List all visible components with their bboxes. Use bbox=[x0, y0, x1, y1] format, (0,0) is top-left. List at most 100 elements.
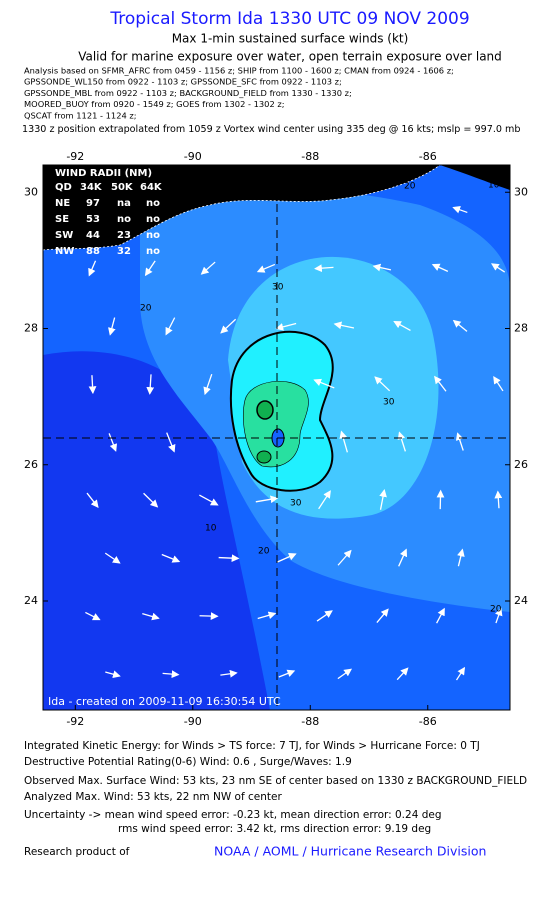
wind-arrow bbox=[512, 207, 524, 213]
wind-arrow bbox=[256, 263, 276, 273]
wind-arrow bbox=[144, 260, 156, 277]
y-tick-label: 24 bbox=[514, 594, 528, 607]
analysis-line: QSCAT from 1121 - 1124 z; bbox=[24, 110, 137, 120]
radii-cell: na bbox=[117, 198, 131, 209]
y-tick-label: 30 bbox=[24, 185, 38, 198]
footer-line: Analyzed Max. Wind: 53 kts, 22 nm NW of … bbox=[24, 791, 282, 803]
x-tick-label: -88 bbox=[301, 715, 319, 728]
radii-cell: no bbox=[146, 198, 160, 209]
wind-arrow bbox=[397, 431, 407, 452]
wind-radii: WIND RADII (NM) QD 34K 50K 64K NE 97 na no SE 53 no… bbox=[55, 168, 163, 257]
footer-line: rms wind speed error: 3.42 kt, rms direc… bbox=[118, 823, 431, 835]
wind-arrow bbox=[393, 320, 411, 331]
footer-line: Destructive Potential Rating(0-6) Wind: … bbox=[24, 756, 352, 768]
wind-arrow bbox=[316, 610, 333, 622]
radii-cell: NE bbox=[55, 198, 70, 209]
analysis-line: GPSSONDE_MBL from 0922 - 1103 z; BACKGRO… bbox=[24, 88, 352, 98]
radii-header: 50K bbox=[111, 182, 134, 193]
wind-arrow bbox=[517, 550, 519, 565]
wind-arrow bbox=[337, 549, 352, 566]
radii-header: 64K bbox=[140, 182, 163, 193]
contour-label: 20 bbox=[140, 304, 152, 314]
analysis-line: Analysis based on SFMR_AFRC from 0459 - … bbox=[24, 66, 454, 76]
radii-header: QD bbox=[55, 182, 72, 193]
wind-arrow bbox=[372, 263, 392, 272]
radii-cell: 23 bbox=[117, 230, 131, 241]
credit: Ida - created on 2009-11-09 16:30:54 UTC bbox=[48, 695, 281, 708]
wind-arrow bbox=[337, 668, 353, 680]
wind-arrow bbox=[199, 612, 219, 620]
contour-label: 10 bbox=[488, 181, 500, 191]
wind-arrow bbox=[162, 670, 180, 678]
wind-arrow bbox=[455, 666, 466, 681]
wind-arrow bbox=[277, 553, 297, 563]
wind-arrow bbox=[161, 553, 181, 563]
wind-arrow bbox=[88, 260, 97, 277]
y-tick-label: 26 bbox=[24, 458, 38, 471]
wind-arrow bbox=[431, 263, 449, 272]
wind-arrow bbox=[85, 611, 101, 621]
y-tick-label: 24 bbox=[24, 594, 38, 607]
radii-cell: 97 bbox=[86, 198, 100, 209]
wind-arrow bbox=[379, 489, 387, 510]
x-tick-label: -86 bbox=[419, 150, 437, 163]
radii-cell: no bbox=[146, 214, 160, 225]
wind-arrow bbox=[455, 432, 464, 451]
wind-arrow bbox=[313, 378, 335, 389]
research-label: Research product of bbox=[24, 846, 130, 858]
radii-cell: 44 bbox=[86, 230, 100, 241]
organization: NOAA / AOML / Hurricane Research Divisio… bbox=[214, 844, 486, 859]
wind-arrow bbox=[374, 376, 391, 392]
wind-arrow bbox=[339, 430, 348, 453]
land bbox=[43, 165, 441, 251]
field-max bbox=[256, 400, 274, 420]
radii-cell: SE bbox=[55, 214, 69, 225]
wind-arrow bbox=[218, 554, 240, 563]
wind-arrows bbox=[85, 206, 524, 681]
contour-label: 30 bbox=[383, 398, 395, 408]
wind-arrow bbox=[516, 434, 521, 449]
position-line: 1330 z position extrapolated from 1059 z… bbox=[22, 124, 520, 135]
wind-arrow bbox=[200, 261, 216, 275]
wind-arrow bbox=[318, 490, 331, 510]
wind-arrow bbox=[220, 318, 237, 334]
wind-arrow bbox=[108, 317, 116, 336]
x-tick-label: -92 bbox=[66, 715, 84, 728]
analysis-lines: Analysis based on SFMR_AFRC from 0459 - … bbox=[24, 66, 454, 121]
field-max bbox=[256, 450, 272, 464]
y-tick-label: 30 bbox=[514, 185, 528, 198]
wind-arrow bbox=[108, 433, 118, 452]
wind-arrow bbox=[314, 264, 334, 273]
wind-arrow bbox=[275, 322, 297, 331]
wind-arrow bbox=[495, 607, 503, 624]
wind-arrow bbox=[452, 206, 468, 214]
y-tick-label: 26 bbox=[514, 458, 528, 471]
contour-label: 20 bbox=[258, 547, 270, 557]
wind-arrow bbox=[452, 319, 468, 332]
wind-arrow bbox=[491, 263, 506, 273]
wind-arrow bbox=[220, 669, 238, 678]
map-frame bbox=[42, 164, 511, 711]
x-tick-label: -92 bbox=[66, 150, 84, 163]
wind-arrow bbox=[376, 608, 389, 624]
land bbox=[440, 165, 510, 190]
contour-label: 30 bbox=[290, 499, 302, 509]
radii-cell: SW bbox=[55, 230, 73, 241]
subtitle: Max 1-min sustained surface winds (kt) bbox=[172, 32, 409, 46]
radii-cell: no bbox=[146, 230, 160, 241]
wind-arrow bbox=[396, 667, 409, 681]
wind-arrow bbox=[257, 611, 277, 620]
contour-label: 20 bbox=[490, 605, 502, 615]
wind-arrow bbox=[255, 495, 279, 504]
wind-arrow bbox=[88, 375, 97, 395]
wind-arrow bbox=[142, 612, 160, 621]
radii-cell: NW bbox=[55, 246, 74, 257]
map-field: 30 30 30 20 20 20 20 10 10 WIND RADII (N… bbox=[43, 165, 524, 710]
analysis-line: MOORED_BUOY from 0920 - 1549 z; GOES fro… bbox=[24, 99, 285, 109]
wind-arrow bbox=[104, 552, 121, 564]
x-tick-label: -88 bbox=[301, 150, 319, 163]
wind-arrow bbox=[166, 432, 176, 453]
axes: -92 -92 -90 -90 -88 -88 -86 -86 24 24 26 26 28 28 30 30 bbox=[24, 150, 528, 728]
wind-arrow bbox=[278, 669, 296, 678]
wind-arrow bbox=[165, 317, 176, 336]
